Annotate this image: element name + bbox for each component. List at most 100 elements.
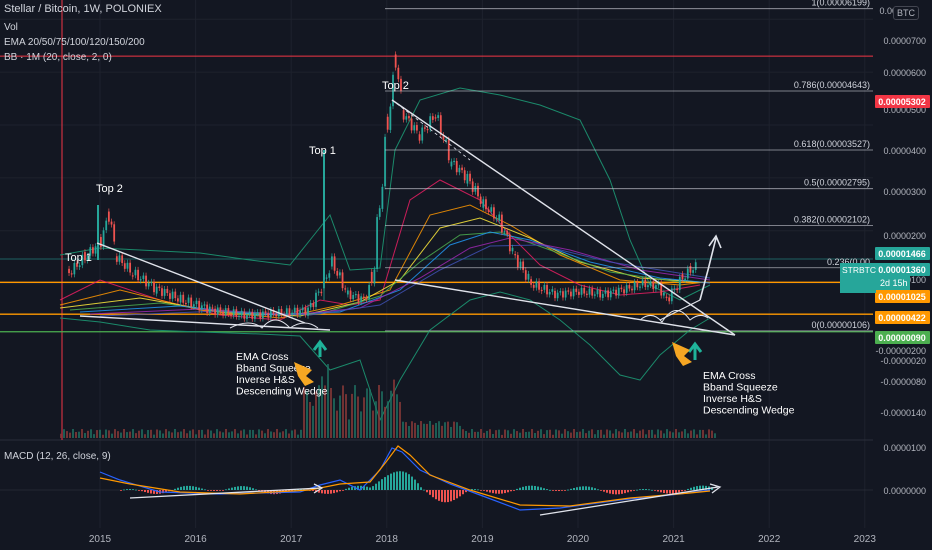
candle-body xyxy=(190,297,193,307)
candle-body xyxy=(161,288,163,296)
candle-body xyxy=(177,298,179,302)
macd-hist-bar xyxy=(363,486,365,490)
candle-body xyxy=(527,273,530,280)
volume-bar xyxy=(66,431,68,438)
volume-bar xyxy=(564,429,566,438)
volume-bar xyxy=(102,434,104,438)
candle-body xyxy=(652,281,655,290)
candle-body xyxy=(620,287,623,290)
volume-bar xyxy=(174,429,176,438)
candle-body xyxy=(609,290,612,298)
macd-hist-bar xyxy=(609,490,611,494)
ema-legend[interactable]: EMA 20/50/75/100/120/150/200 xyxy=(4,37,145,48)
candle-body xyxy=(628,285,631,289)
candle-body xyxy=(378,208,381,217)
macd-hist-bar xyxy=(600,490,602,491)
volume-bar xyxy=(258,429,260,438)
candle-body xyxy=(341,272,344,289)
volume-bar xyxy=(567,431,569,438)
candle-body xyxy=(493,207,495,219)
time-axis[interactable]: 2015 2016 2017 2018 2019 2020 2021 2022 2023 xyxy=(0,528,932,550)
currency-unit-badge[interactable]: BTC xyxy=(893,6,919,20)
volume-bar xyxy=(504,429,506,438)
volume-bar xyxy=(276,429,278,438)
volume-bar xyxy=(315,391,317,438)
macd-hist-bar xyxy=(141,490,143,492)
candle-body xyxy=(240,310,243,316)
macd-hist-bar xyxy=(288,490,290,492)
bb-lower xyxy=(59,291,711,422)
macd-legend[interactable]: MACD (12, 26, close, 9) xyxy=(4,451,111,462)
volume-bar xyxy=(702,429,704,438)
trendlines[interactable] xyxy=(79,99,736,336)
macd-hist-bar xyxy=(432,490,434,498)
macd-hist-bar xyxy=(204,489,206,491)
volume-bar xyxy=(378,385,380,438)
candle-body xyxy=(540,289,543,292)
price-tick-neg1: -0.00000200 xyxy=(875,346,926,356)
macd-hist-bar xyxy=(507,490,509,493)
candle-body xyxy=(123,263,126,269)
volume-bar xyxy=(489,429,491,438)
candle-body xyxy=(647,285,649,288)
macd-tick-0: 0.0000100 xyxy=(883,443,926,453)
volume-bar xyxy=(195,434,197,438)
candle-body xyxy=(694,262,697,270)
year-tick-2016: 2016 xyxy=(184,534,207,545)
symbol-legend[interactable]: Stellar / Bitcoin, 1W, POLONIEX xyxy=(4,3,162,15)
wedge-lower-left xyxy=(79,315,331,331)
macd-hist-bar xyxy=(531,485,533,490)
volume-bar xyxy=(105,429,107,438)
volume-bar xyxy=(537,430,539,438)
macd-hist-bar xyxy=(492,490,494,494)
macd-hist-bar xyxy=(417,483,419,490)
note-left-1: Bband Squeeze xyxy=(236,363,311,375)
macd-hist-bar xyxy=(195,486,197,490)
note-left-0: EMA Cross xyxy=(236,351,289,363)
macd-hist-bar xyxy=(342,490,344,491)
candle-body xyxy=(585,293,588,295)
volume-bar xyxy=(186,433,188,438)
macd-hist-bar xyxy=(177,487,179,490)
price-label-box-5 xyxy=(875,331,930,344)
candle-body xyxy=(352,294,355,300)
macd-hist-bar xyxy=(594,488,596,490)
macd-hist-bar xyxy=(510,490,512,492)
volume-bar xyxy=(117,431,119,438)
macd-hist-bar xyxy=(585,486,587,490)
candle-body xyxy=(349,290,352,300)
volume-bar xyxy=(144,434,146,438)
bb-legend[interactable]: BB · 1M (20, close, 2, 0) xyxy=(4,52,112,63)
volume-bar xyxy=(168,431,170,438)
macd-hist-bar xyxy=(702,485,704,490)
macd-hist-bar xyxy=(390,473,392,490)
macd-hist-bar xyxy=(498,490,500,494)
volume-bar xyxy=(324,385,326,438)
fib-retracement[interactable]: 1(0.00006199) 0.786(0.00004643) 0.618(0.00… xyxy=(385,0,875,332)
volume-bar xyxy=(366,388,368,438)
macd-hist-bar xyxy=(489,490,491,493)
volume-bar xyxy=(411,421,413,438)
candle-body xyxy=(267,313,270,318)
candle-body xyxy=(216,307,219,315)
candle-body xyxy=(583,287,586,294)
volume-bar xyxy=(714,433,716,438)
macd-hist-bar xyxy=(522,486,524,490)
volume-bar xyxy=(255,434,257,438)
candle-body xyxy=(235,309,238,317)
volume-bar xyxy=(243,429,245,438)
candle-body xyxy=(121,255,124,263)
candle-body xyxy=(339,272,341,276)
volume-bar xyxy=(129,431,131,438)
ema-lines xyxy=(59,179,711,321)
volume-bar xyxy=(165,429,167,438)
macd-hist-bar xyxy=(681,490,683,492)
vol-legend[interactable]: Vol xyxy=(4,22,18,33)
candle-body xyxy=(461,167,463,171)
volume-bar xyxy=(624,429,626,438)
volume-bar xyxy=(600,429,602,438)
volume-bars xyxy=(60,364,716,438)
candle-body xyxy=(92,247,94,254)
volume-bar xyxy=(183,429,185,438)
